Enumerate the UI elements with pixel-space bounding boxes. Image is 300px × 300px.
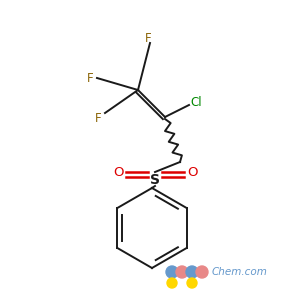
Circle shape: [196, 266, 208, 278]
Circle shape: [166, 266, 178, 278]
Text: S: S: [150, 173, 160, 187]
Circle shape: [176, 266, 188, 278]
Text: Cl: Cl: [190, 95, 202, 109]
Text: O: O: [187, 166, 197, 178]
Text: F: F: [145, 32, 151, 44]
Text: F: F: [87, 71, 93, 85]
Circle shape: [186, 266, 198, 278]
Text: Chem.com: Chem.com: [212, 267, 268, 277]
Circle shape: [167, 278, 177, 288]
Circle shape: [187, 278, 197, 288]
Text: F: F: [95, 112, 101, 124]
Text: O: O: [113, 166, 123, 178]
